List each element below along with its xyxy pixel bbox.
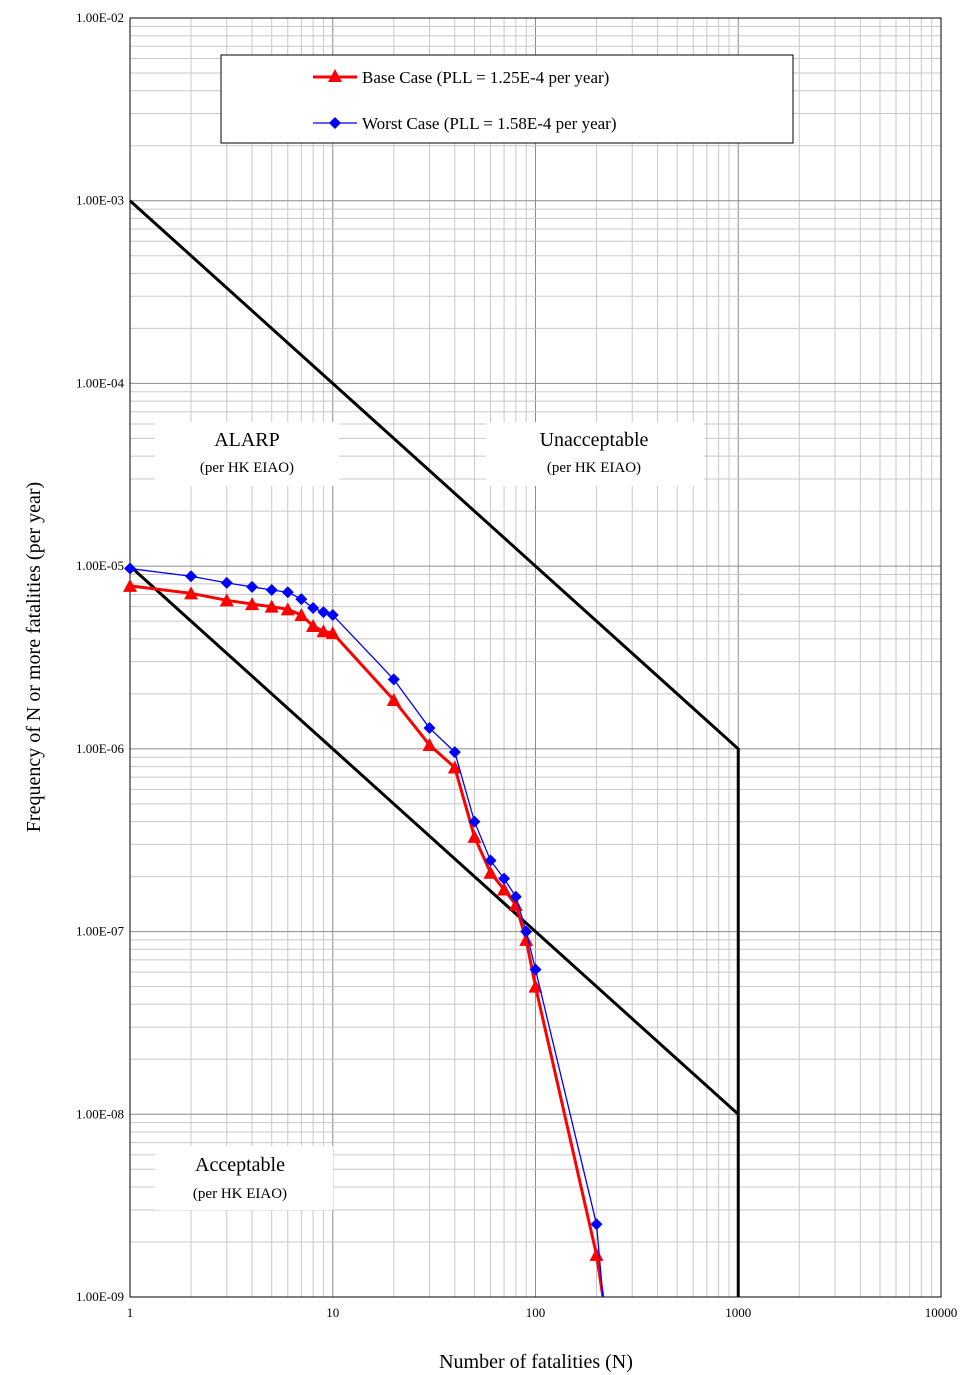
triangle-marker — [245, 597, 260, 611]
unacceptable-title: Unacceptable — [540, 429, 649, 451]
x-tick-label: 10000 — [925, 1305, 958, 1320]
diamond-marker — [124, 562, 136, 575]
triangle-marker — [123, 578, 137, 592]
y-tick-label: 1.00E-06 — [76, 741, 125, 756]
series-worst-case — [124, 562, 604, 1298]
x-axis-ticks: 1 10 100 1000 10000 — [127, 1305, 958, 1320]
diamond-marker — [484, 854, 497, 867]
legend-label-base-case: Base Case (PLL = 1.25E-4 per year) — [362, 68, 609, 87]
triangle-marker — [280, 602, 295, 616]
acceptable-boundary-line — [128, 565, 740, 1116]
criteria-lines — [128, 199, 740, 1297]
unacceptable-zone-label: Unacceptable (per HK EIAO) — [486, 422, 704, 486]
diamond-marker — [185, 570, 198, 583]
diamond-marker — [281, 586, 294, 599]
triangle-marker — [316, 624, 331, 638]
data-series — [123, 562, 605, 1298]
diamond-marker — [387, 673, 400, 686]
triangle-marker-icon — [328, 69, 342, 82]
diamond-marker — [448, 746, 461, 759]
diamond-marker — [423, 722, 436, 735]
y-tick-label: 1.00E-03 — [76, 193, 124, 208]
diamond-marker — [520, 925, 533, 938]
triangle-marker — [264, 599, 279, 613]
y-tick-label: 1.00E-08 — [76, 1106, 124, 1121]
diamond-marker — [307, 602, 320, 615]
triangle-marker — [483, 865, 498, 879]
y-axis-ticks: 1.00E-09 1.00E-08 1.00E-07 1.00E-06 1.00E-05… — [76, 10, 125, 1304]
acceptable-zone-label: Acceptable (per HK EIAO) — [155, 1146, 333, 1210]
diamond-marker — [317, 606, 330, 619]
triangle-marker — [184, 586, 199, 600]
alarp-zone-label: ALARP (per HK EIAO) — [155, 422, 339, 486]
triangle-marker — [219, 593, 234, 607]
triangle-marker — [519, 932, 534, 946]
triangle-marker — [306, 619, 321, 633]
diamond-marker — [295, 593, 308, 606]
triangle-marker — [528, 979, 543, 993]
diamond-marker-icon — [329, 117, 341, 129]
diamond-marker — [326, 609, 339, 622]
y-tick-label: 1.00E-04 — [76, 375, 125, 390]
diamond-marker — [590, 1218, 603, 1231]
diamond-marker — [220, 576, 233, 589]
x-tick-label: 1000 — [725, 1305, 751, 1320]
triangle-marker — [467, 829, 482, 843]
diamond-marker — [246, 580, 259, 593]
alarp-title: ALARP — [214, 429, 280, 451]
legend-label-worst-case: Worst Case (PLL = 1.58E-4 per year) — [362, 114, 617, 133]
diamond-marker — [265, 584, 278, 597]
acceptable-subtitle: (per HK EIAO) — [193, 1186, 287, 1202]
triangle-marker — [325, 626, 340, 640]
diamond-marker — [509, 890, 522, 903]
triangle-marker — [589, 1247, 604, 1261]
plot-area-border — [129, 17, 942, 1298]
x-tick-label: 100 — [526, 1305, 546, 1320]
diamond-marker — [498, 872, 511, 885]
diamond-marker — [468, 815, 481, 828]
y-tick-label: 1.00E-02 — [76, 10, 124, 25]
acceptable-title: Acceptable — [195, 1154, 285, 1176]
triangle-marker — [497, 882, 512, 896]
y-tick-label: 1.00E-07 — [76, 924, 125, 939]
triangle-marker — [386, 693, 401, 707]
x-tick-label: 10 — [326, 1305, 339, 1320]
triangle-marker — [422, 737, 437, 751]
legend-box — [220, 54, 794, 144]
y-tick-label: 1.00E-09 — [76, 1289, 124, 1304]
y-tick-label: 1.00E-05 — [76, 558, 124, 573]
alarp-subtitle: (per HK EIAO) — [200, 460, 294, 476]
unacceptable-subtitle: (per HK EIAO) — [547, 460, 641, 476]
x-axis-title: Number of fatalities (N) — [439, 1351, 633, 1373]
diamond-marker — [529, 963, 542, 976]
legend-entry-worst-case: Worst Case (PLL = 1.58E-4 per year) — [313, 114, 617, 133]
triangle-marker — [294, 608, 309, 622]
y-axis-title: Frequency of N or more fatalities (per y… — [23, 482, 45, 832]
legend-entry-base-case: Base Case (PLL = 1.25E-4 per year) — [313, 68, 609, 87]
legend: Base Case (PLL = 1.25E-4 per year) Worst… — [220, 54, 794, 144]
triangle-marker — [447, 760, 462, 774]
x-tick-label: 1 — [127, 1305, 134, 1320]
grid-lines — [129, 18, 941, 1298]
